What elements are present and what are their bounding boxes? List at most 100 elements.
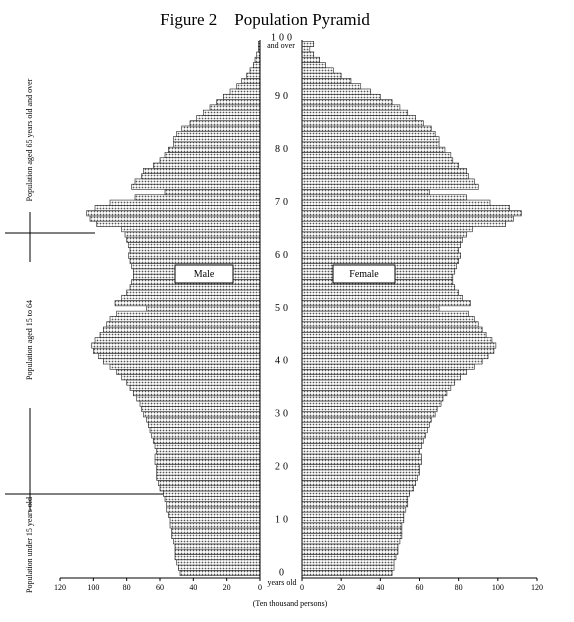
bar — [301, 294, 463, 301]
bar — [301, 130, 436, 137]
axis-label: (Ten thousand persons) — [253, 599, 328, 608]
bar — [301, 83, 362, 90]
bar — [301, 152, 452, 159]
bar — [181, 125, 261, 132]
bar — [128, 252, 261, 259]
bar — [159, 485, 261, 492]
bar — [301, 141, 440, 148]
bar — [176, 559, 261, 566]
age-tick-label: 30 — [275, 409, 291, 420]
bar — [133, 390, 261, 397]
bar — [146, 416, 261, 423]
bar — [163, 490, 261, 497]
bar — [179, 570, 261, 576]
bar — [301, 342, 497, 349]
age-unit: years old — [267, 578, 296, 587]
bar — [166, 506, 261, 513]
bar — [301, 432, 426, 439]
x-tick-label: 100 — [87, 583, 99, 592]
bar — [301, 379, 456, 386]
group-label: Population aged 65 years old and over — [25, 78, 34, 201]
bar — [141, 173, 261, 180]
age-tick-label: 80 — [275, 144, 291, 155]
age-top-label: and over — [267, 41, 295, 50]
bar — [129, 247, 261, 254]
age-tick-label: 100 — [271, 32, 295, 43]
bar — [301, 88, 371, 95]
x-tick-label: 40 — [189, 583, 197, 592]
bar — [301, 443, 422, 449]
bar — [301, 570, 393, 576]
bar — [301, 157, 454, 164]
bar — [301, 490, 411, 497]
bar — [106, 321, 261, 328]
bar — [301, 72, 342, 79]
bar — [301, 474, 418, 481]
bar — [153, 437, 261, 444]
bar — [301, 104, 401, 111]
bar — [173, 141, 261, 148]
bar — [178, 564, 261, 571]
bar — [189, 120, 261, 127]
bar — [301, 411, 436, 418]
bar — [126, 236, 261, 243]
bar — [129, 384, 261, 391]
bar — [301, 146, 446, 153]
x-tick-label: 20 — [337, 583, 345, 592]
bar — [121, 226, 261, 233]
bar — [154, 458, 261, 465]
bar — [168, 511, 261, 518]
bar — [301, 220, 506, 227]
bar — [241, 78, 261, 84]
bar — [169, 517, 261, 524]
bar — [216, 99, 261, 106]
bar — [301, 384, 452, 391]
bar — [96, 220, 261, 227]
bar — [164, 152, 261, 159]
bar — [301, 358, 483, 365]
bar — [154, 453, 261, 460]
bar — [301, 374, 461, 381]
bar — [301, 120, 424, 127]
bar — [301, 458, 422, 465]
bar — [166, 501, 261, 508]
bar — [301, 559, 395, 566]
bar — [301, 421, 430, 428]
bar — [158, 480, 261, 487]
age-tick-label: 90 — [275, 91, 291, 102]
bar — [301, 485, 414, 492]
bar — [174, 554, 261, 561]
bar — [109, 199, 261, 206]
bar — [171, 533, 261, 539]
bar — [301, 310, 469, 317]
bar — [301, 395, 444, 402]
bar — [246, 72, 261, 79]
bar — [301, 173, 469, 180]
bar — [301, 300, 471, 307]
x-tick-label: 0 — [300, 583, 304, 592]
x-tick-label: 20 — [223, 583, 231, 592]
x-tick-label: 80 — [455, 583, 463, 592]
legend-label: Female — [349, 269, 379, 280]
bar — [134, 194, 261, 201]
bar — [301, 543, 399, 550]
bar — [114, 300, 261, 307]
age-tick-label: 20 — [275, 461, 291, 472]
bar — [301, 564, 395, 571]
bar — [301, 210, 522, 217]
bar — [301, 199, 491, 206]
group-label: Population under 15 years old — [25, 497, 34, 593]
bar — [301, 437, 424, 444]
bar — [301, 326, 483, 333]
bar — [253, 62, 261, 69]
bar — [154, 443, 261, 449]
bar — [301, 168, 467, 174]
group-label: Population aged 15 to 64 — [25, 300, 34, 380]
bar — [203, 109, 261, 116]
bar — [301, 46, 311, 53]
bar — [301, 305, 440, 312]
bar — [301, 522, 403, 529]
bar — [128, 242, 261, 248]
bar — [301, 511, 405, 518]
